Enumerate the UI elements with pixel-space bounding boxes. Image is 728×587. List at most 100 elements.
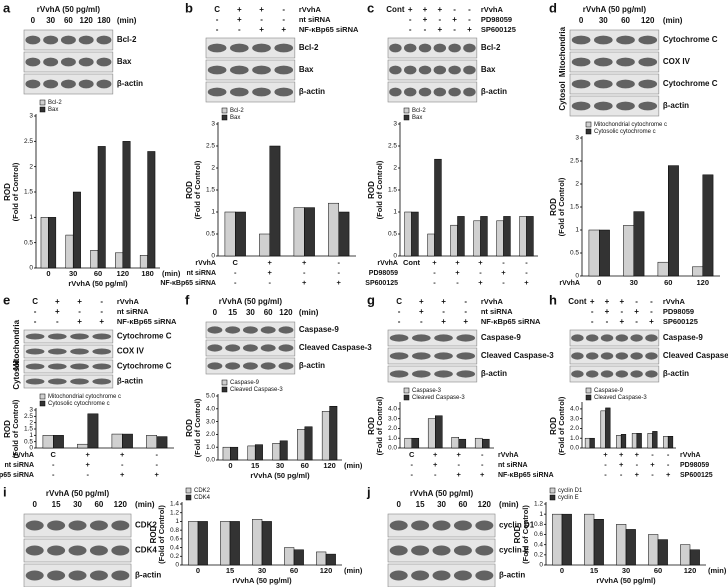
bar xyxy=(589,437,595,449)
x-condition-cell: - xyxy=(234,278,237,287)
y-tick-label: 0.0 xyxy=(570,445,579,452)
blot-strip xyxy=(23,359,114,374)
blot-band xyxy=(600,334,614,342)
lane-unit: (min) xyxy=(117,16,137,25)
condition-name: NF-κBp65 siRNA xyxy=(117,317,177,326)
x-condition-cell: + xyxy=(650,460,655,469)
x-condition-cell: + xyxy=(619,450,624,459)
bar xyxy=(328,202,339,257)
blot-band xyxy=(274,65,294,75)
blot-band xyxy=(278,326,294,334)
blot-band xyxy=(43,79,59,89)
y-tick-label: 2.0 xyxy=(570,425,579,432)
lane-unit: (min) xyxy=(663,16,683,25)
y-tick-label: 0 xyxy=(175,562,179,569)
blot-strip xyxy=(23,344,114,359)
y-tick-label: 1 xyxy=(175,518,179,525)
blot-band xyxy=(70,348,89,355)
legend-label: Cytosolic cytochrome c xyxy=(48,401,110,407)
x-axis-label: rVvhA (50 pg/ml) xyxy=(232,576,292,585)
band-label: Caspase-9 xyxy=(299,325,340,334)
blot-band xyxy=(432,570,451,581)
bar xyxy=(279,440,288,461)
x-condition-cell: + xyxy=(455,258,460,267)
y-tick-label: 2 xyxy=(29,163,33,170)
panel-letter: f xyxy=(185,292,190,307)
blot-band xyxy=(25,363,45,370)
bar xyxy=(235,211,246,257)
y-tick-label: 0 xyxy=(29,265,33,272)
y-tick-label: 1.2 xyxy=(534,501,543,508)
blot-band xyxy=(645,334,658,342)
blot-band xyxy=(453,570,472,581)
blot-band xyxy=(389,87,402,97)
condition-name: PD98059 xyxy=(481,15,512,24)
y-tick-label: 2.0 xyxy=(388,425,397,432)
bar xyxy=(526,216,534,257)
bar xyxy=(259,233,270,257)
blot-strip xyxy=(23,329,114,344)
condition-cell: + xyxy=(423,5,428,14)
band-label: CDK2 xyxy=(135,521,157,530)
y-axis-label: ROD xyxy=(549,198,558,216)
blot-band xyxy=(448,43,461,53)
blot-band xyxy=(278,362,294,370)
bar xyxy=(316,551,327,566)
condition-cell: - xyxy=(282,15,285,24)
band-label: cyclin E xyxy=(499,546,530,555)
condition-cell: - xyxy=(453,25,456,34)
bar xyxy=(620,434,627,449)
blot-band xyxy=(630,334,643,342)
lane-label: 120 xyxy=(80,16,94,25)
y-tick-label: 0.5 xyxy=(24,438,33,445)
condition-cell: - xyxy=(409,15,412,24)
x-condition-name: rVvhA xyxy=(498,452,519,459)
bar xyxy=(87,413,99,449)
blot-band xyxy=(463,87,476,97)
condition-cell: - xyxy=(216,25,219,34)
blot-band xyxy=(92,333,112,340)
lane-label: 0 xyxy=(31,16,36,25)
y-tick-label: 0.5 xyxy=(206,231,215,238)
legend-label: Cleaved Caspase-3 xyxy=(412,395,465,401)
bar xyxy=(552,513,563,566)
bar xyxy=(600,410,606,449)
blot-band xyxy=(411,520,430,531)
y-axis-label: (Fold of Control) xyxy=(193,160,202,219)
x-condition-cell: + xyxy=(120,470,125,479)
bar xyxy=(636,433,642,449)
blot-band xyxy=(463,43,476,53)
y-tick-label: 2.5 xyxy=(24,413,33,420)
x-condition-cell: + xyxy=(666,470,671,479)
condition-cell: - xyxy=(464,297,467,306)
bar xyxy=(692,266,704,277)
legend-label: Bcl-2 xyxy=(412,108,426,114)
x-tick-label: 120 xyxy=(117,269,130,278)
legend-swatch xyxy=(185,494,192,501)
y-tick-label: 0.2 xyxy=(170,553,179,560)
legend-swatch xyxy=(585,128,592,135)
legend-label: Caspase-3 xyxy=(412,388,442,394)
y-tick-label: 0.5 xyxy=(570,250,579,257)
x-condition-cell: + xyxy=(432,258,437,267)
blot-band xyxy=(47,363,67,370)
y-tick-label: 0.4 xyxy=(534,541,543,548)
condition-cell: + xyxy=(619,317,624,326)
blot-strip xyxy=(23,374,114,389)
bar xyxy=(657,261,669,277)
blot-band xyxy=(418,65,432,75)
blot-band xyxy=(111,520,130,531)
blot-band xyxy=(448,87,461,97)
condition-cell: Cont xyxy=(386,5,405,14)
x-tick-label: 30 xyxy=(622,566,630,575)
legend-swatch xyxy=(549,487,556,494)
y-tick-label: 0 xyxy=(539,562,543,569)
blot-band xyxy=(456,370,476,378)
x-condition-name: rVvhA xyxy=(195,260,216,267)
blot-band xyxy=(616,101,635,111)
panel-letter: d xyxy=(549,0,557,15)
lane-label: 15 xyxy=(228,308,237,317)
blot-header: rVvhA (50 pg/ml) xyxy=(46,489,110,498)
band-label: β-actin xyxy=(481,369,507,378)
blot-band xyxy=(96,57,112,67)
